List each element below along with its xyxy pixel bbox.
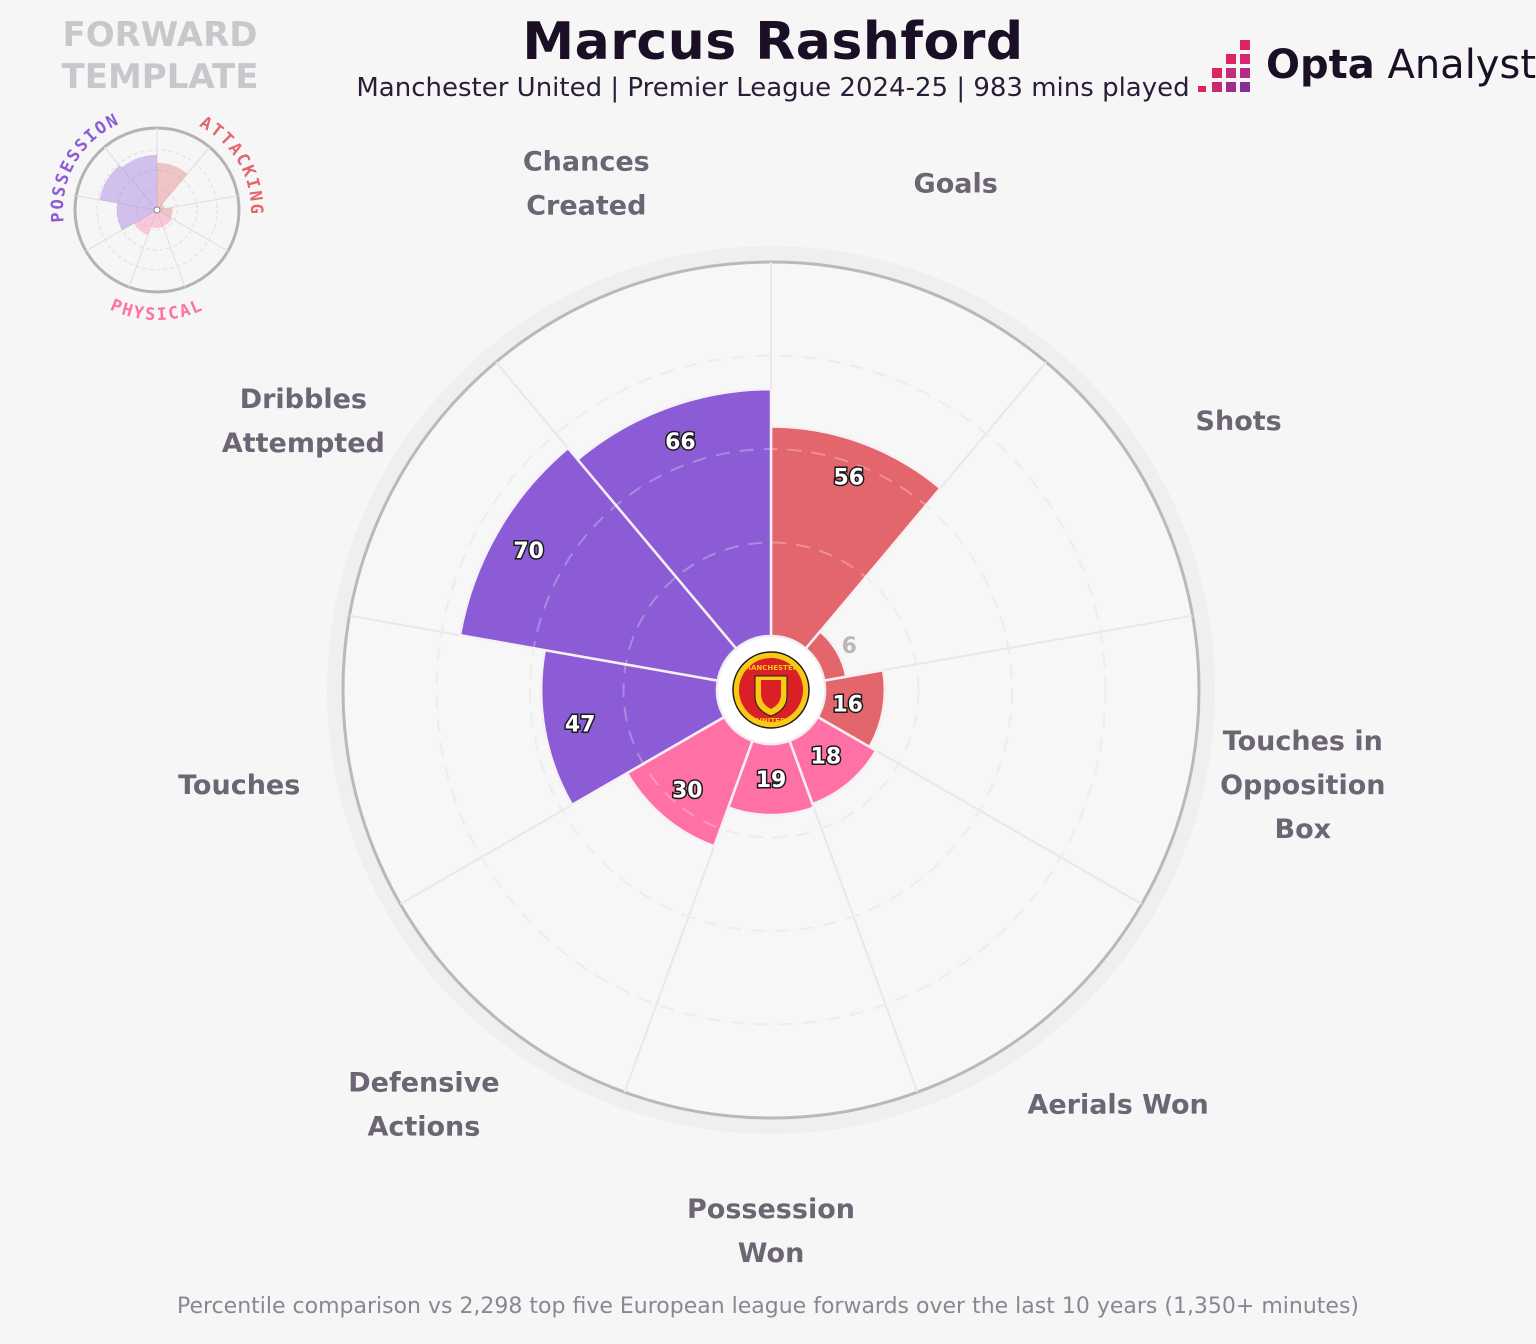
mini-grid-spoke [156,146,211,211]
mini-bar [158,211,172,227]
value-label: 70 [513,539,544,564]
value-label: 19 [756,768,787,793]
mini-bar [121,154,157,208]
footer-note: Percentile comparison vs 2,298 top five … [176,1294,1359,1319]
category-label-line: Won [738,1238,805,1269]
category-label: Touches in Opposition Box [1220,726,1385,845]
value-label: 16 [832,693,863,718]
category-label-line: Dribbles [240,384,367,415]
category-label: Touches [178,770,300,801]
value-labels: 56 6 16 18 19 30 47 70 66 [512,429,866,806]
mini-bar [158,204,165,210]
mini-bar [150,212,164,229]
club-crest-icon: MANCHESTER UNITED [732,651,810,729]
crest-devil [761,680,781,709]
category-label-line: Touches [178,770,300,801]
category-label-line: Actions [367,1112,480,1143]
logo-brand-light: Analyst [1374,42,1536,88]
mini-bar [99,165,156,210]
opta-logo-text: Opta Analyst [1266,42,1536,88]
category-label-line: Created [526,191,646,222]
category-label: Chances Created [523,147,650,222]
category-labels: Goals Shots Touches in Opposition Box Aerials… [178,147,1385,1269]
category-label-line: Touches in [1223,726,1383,757]
overlay-ring [622,541,920,839]
player-subtitle: Manchester United | Premier League 2024-… [356,73,1190,103]
category-label-line: Attempted [222,428,385,459]
category-label: Aerials Won [1027,1090,1208,1121]
mini-bar [159,207,173,218]
category-label-line: Aerials Won [1027,1090,1208,1121]
crest-text-bottom: UNITED [756,717,786,725]
template-title-line2: TEMPLATE [61,57,259,97]
mini-grid-spoke [156,195,238,211]
category-label: Goals [914,169,998,200]
category-label-line: Opposition [1220,770,1385,801]
player-name-title: Marcus Rashford [522,12,1024,72]
logo-brand-bold: Opta [1266,42,1375,88]
category-label: Defensive Actions [348,1068,499,1143]
mini-grid-spoke [128,209,158,288]
category-label: Dribbles Attempted [222,384,385,459]
mini-grid-ring [116,169,198,251]
category-label-line: Shots [1196,406,1282,437]
category-label-line: Goals [914,169,998,200]
bar-overlay-rings [435,354,1107,1026]
opta-logo-icon [1198,40,1250,92]
category-label-line: Defensive [348,1068,499,1099]
category-label-line: Box [1275,814,1332,845]
mini-bar [157,162,188,208]
bars [458,387,943,848]
grid-ring [435,354,1107,1026]
mini-grid-spoke [85,209,158,252]
overlay-ring [435,354,1107,1026]
mini-grid-spoke [156,209,229,252]
crest-text-top: MANCHESTER [744,664,799,672]
template-title-line1: FORWARD [62,15,258,55]
value-label: 47 [565,713,596,738]
mini-grid-spoke [156,209,186,288]
overlay-ring [529,448,1013,932]
value-label: 18 [811,744,842,769]
category-label: Shots [1196,406,1282,437]
category-label-line: Chances [523,147,650,178]
value-label: 6 [842,634,857,659]
value-label: 66 [665,430,696,455]
value-label: 56 [833,465,864,490]
opta-analyst-logo: Opta Analyst [1196,36,1536,100]
mini-bar [133,211,156,236]
category-label-line: Possession [687,1194,855,1225]
grid-spoke [824,614,1193,682]
mini-bar [116,203,155,231]
mini-center [153,206,161,214]
value-label: 30 [672,779,703,804]
mini-grid-spoke [103,146,158,211]
template-title: FORWARD TEMPLATE [60,14,260,98]
mini-grid-spoke [76,195,158,211]
category-label: Possession Won [687,1194,855,1269]
